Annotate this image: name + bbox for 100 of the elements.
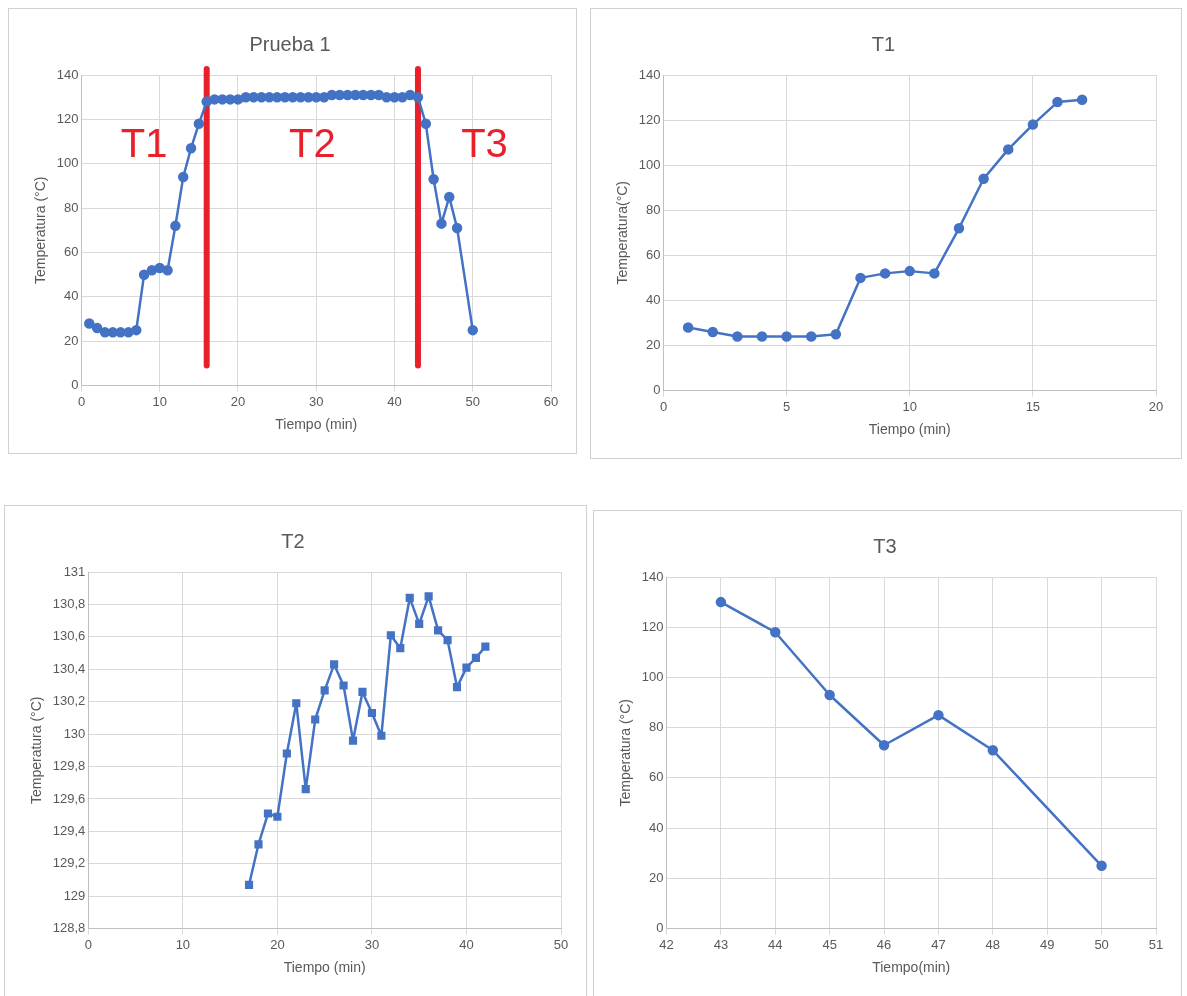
x-axis-title: Tiempo (min)	[275, 416, 358, 433]
point	[732, 331, 743, 342]
point	[339, 681, 348, 690]
x-tick-label: 50	[465, 393, 480, 409]
y-tick-label: 0	[653, 382, 661, 398]
point	[282, 749, 291, 758]
y-tick-label: 131	[63, 563, 86, 579]
y-tick-label: 100	[638, 156, 661, 172]
x-tick-label: 47	[931, 936, 946, 952]
point	[244, 880, 254, 889]
point	[978, 173, 989, 184]
point	[377, 731, 386, 740]
point	[855, 272, 866, 284]
x-axis-title: Tiempo (min)	[283, 959, 366, 976]
y-tick-label: 130	[63, 725, 86, 741]
x-tick-label: 50	[1094, 936, 1109, 952]
y-tick-label: 120	[641, 618, 664, 634]
y-tick-label: 20	[646, 337, 661, 353]
y-tick-label: 128,8	[52, 920, 86, 936]
point	[404, 89, 416, 101]
x-tick-label: 43	[713, 936, 729, 952]
point	[386, 631, 395, 640]
point	[330, 660, 339, 669]
y-tick-label: 130,8	[52, 596, 86, 611]
point	[434, 626, 443, 635]
y-axis-title: Temperatura(°C)	[614, 180, 631, 285]
x-axis-title: Tiempo(min)	[872, 959, 951, 976]
point	[462, 663, 471, 672]
point	[830, 328, 842, 340]
x-tick-label: 15	[1025, 398, 1041, 414]
x-tick-label: 40	[459, 936, 474, 952]
y-tick-label: 129,8	[52, 758, 86, 774]
point	[987, 745, 999, 756]
point	[452, 683, 462, 692]
y-tick-label: 129,6	[52, 790, 86, 806]
point	[824, 689, 835, 701]
point	[91, 322, 103, 334]
point	[471, 653, 480, 662]
y-tick-label: 120	[56, 110, 79, 126]
point	[193, 118, 205, 130]
y-tick-label: 129	[63, 887, 86, 903]
point	[878, 740, 890, 751]
y-tick-label: 140	[641, 568, 664, 584]
point	[254, 840, 263, 849]
point	[451, 222, 463, 234]
y-tick-label: 140	[638, 66, 661, 82]
annotation: T3	[461, 121, 508, 166]
y-tick-label: 20	[649, 869, 664, 885]
point	[396, 644, 405, 653]
point	[348, 736, 358, 745]
point	[1003, 144, 1014, 155]
point	[933, 709, 944, 721]
point	[185, 142, 197, 154]
y-tick-label: 40	[649, 819, 664, 835]
y-tick-label: 130,4	[52, 660, 86, 676]
y-tick-label: 20	[64, 332, 79, 348]
point	[1076, 94, 1088, 106]
point	[424, 592, 433, 601]
y-tick-label: 0	[656, 920, 664, 936]
annotation: T2	[288, 121, 336, 166]
y-tick-label: 60	[649, 769, 664, 785]
x-tick-label: 30	[309, 393, 324, 409]
point	[715, 596, 727, 608]
point	[405, 593, 414, 603]
point	[1096, 860, 1107, 872]
y-tick-label: 130,2	[52, 693, 86, 709]
y-tick-label: 80	[649, 719, 664, 735]
y-tick-label: 80	[646, 201, 661, 217]
point	[929, 268, 940, 279]
point	[292, 699, 301, 708]
y-tick-label: 40	[64, 288, 79, 304]
point	[84, 318, 95, 329]
y-tick-label: 100	[56, 155, 79, 171]
x-tick-label: 50	[553, 936, 569, 952]
point	[138, 269, 150, 280]
point	[467, 324, 478, 336]
point	[301, 785, 310, 794]
x-tick-label: 44	[768, 936, 783, 952]
y-axis-title: Temperatura (°C)	[28, 696, 45, 805]
chart-title: T2	[281, 529, 305, 552]
point	[397, 91, 408, 103]
y-tick-label: 129,2	[52, 855, 86, 871]
point	[367, 708, 377, 718]
x-tick-label: 45	[822, 936, 837, 952]
point	[170, 220, 181, 232]
x-tick-label: 42	[659, 936, 674, 952]
point	[146, 264, 158, 276]
x-tick-label: 46	[876, 936, 892, 952]
x-tick-label: 5	[783, 398, 791, 414]
chart-title: T1	[871, 32, 896, 55]
x-tick-label: 10	[152, 393, 167, 409]
point	[682, 322, 694, 333]
y-tick-label: 80	[64, 199, 79, 215]
point	[123, 327, 134, 338]
y-tick-label: 40	[646, 292, 661, 308]
x-tick-label: 20	[230, 393, 246, 409]
point	[311, 715, 320, 724]
x-tick-label: 10	[175, 936, 191, 952]
point	[412, 91, 424, 103]
point	[273, 812, 282, 821]
